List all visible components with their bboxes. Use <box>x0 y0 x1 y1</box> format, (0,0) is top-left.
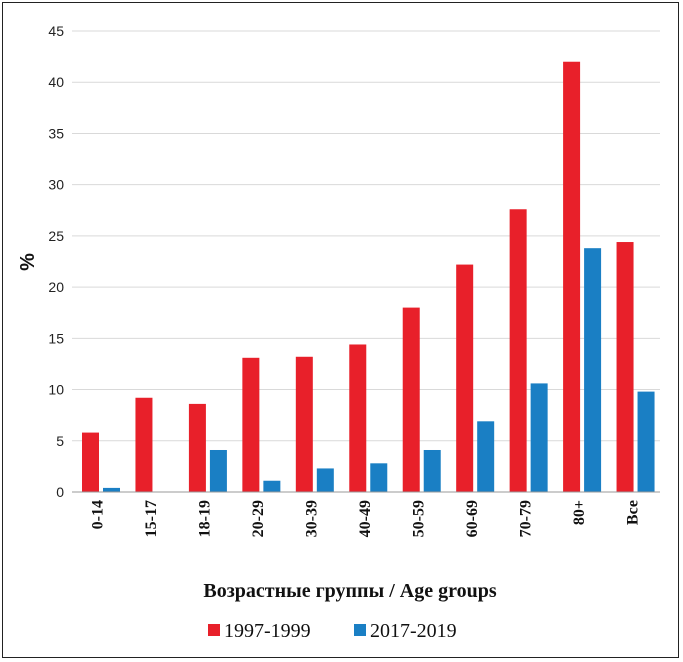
legend-swatch-1997-1999 <box>208 624 220 636</box>
bar-2017-2019-18-19 <box>209 449 227 492</box>
bar-2017-2019-20-29 <box>263 480 281 492</box>
y-tick-label: 15 <box>48 330 64 346</box>
bar-1997-1999-30-39 <box>295 356 313 492</box>
bar-1997-1999-40-49 <box>349 344 367 492</box>
legend-label: 2017-2019 <box>370 620 457 642</box>
y-tick-label: 45 <box>48 23 64 39</box>
bar-1997-1999-70-79 <box>509 209 527 492</box>
x-tick-label: 15-17 <box>143 500 160 537</box>
y-tick-label: 20 <box>48 279 64 295</box>
y-tick-label: 25 <box>48 228 64 244</box>
y-tick-label: 0 <box>56 484 64 500</box>
bar-1997-1999-Все <box>616 242 634 492</box>
bar-2017-2019-50-59 <box>423 449 441 492</box>
y-axis-ticks: 0 5 10 15 20 25 30 35 40 45 <box>48 23 64 500</box>
x-tick-label: 50-59 <box>410 500 427 537</box>
x-tick-label: 70-79 <box>517 500 534 537</box>
x-tick-label: 0-14 <box>90 500 107 529</box>
gridlines <box>72 30 660 442</box>
x-tick-label: 40-49 <box>357 500 374 537</box>
x-tick-label: 20-29 <box>250 500 267 537</box>
x-tick-label: 60-69 <box>464 500 481 537</box>
legend: 1997-1999 2017-2019 <box>208 620 457 642</box>
legend-label: 1997-1999 <box>224 620 311 642</box>
x-tick-label: 30-39 <box>304 500 321 537</box>
bar-1997-1999-15-17 <box>135 397 153 492</box>
bars <box>82 61 655 492</box>
y-tick-label: 5 <box>56 433 64 449</box>
y-tick-label: 40 <box>48 74 64 90</box>
bar-1997-1999-50-59 <box>402 307 420 492</box>
x-axis-label: Возрастные группы / Age groups <box>203 580 496 602</box>
bar-2017-2019-60-69 <box>477 421 495 492</box>
bar-1997-1999-18-19 <box>188 403 206 492</box>
bar-2017-2019-Все <box>637 391 655 492</box>
bar-2017-2019-70-79 <box>530 383 548 492</box>
y-axis-label: % <box>17 253 39 271</box>
x-tick-label: 80+ <box>571 500 588 525</box>
x-tick-label: Все <box>624 500 641 525</box>
bar-1997-1999-20-29 <box>242 357 260 492</box>
bar-1997-1999-80+ <box>563 61 581 492</box>
bar-2017-2019-30-39 <box>316 468 334 492</box>
bar-1997-1999-0-14 <box>82 432 99 492</box>
x-axis-categories: 0-14 15-17 18-19 20-29 30-39 40-49 50-59 60-69 7… <box>90 500 642 537</box>
bar-2017-2019-40-49 <box>370 463 388 492</box>
bar-1997-1999-60-69 <box>456 264 474 492</box>
bar-2017-2019-80+ <box>584 248 602 492</box>
legend-swatch-2017-2019 <box>354 624 366 636</box>
y-tick-label: 30 <box>48 177 64 193</box>
y-tick-label: 35 <box>48 125 64 141</box>
y-tick-label: 10 <box>48 382 64 398</box>
bar-2017-2019-0-14 <box>103 487 120 492</box>
x-tick-label: 18-19 <box>197 500 214 537</box>
